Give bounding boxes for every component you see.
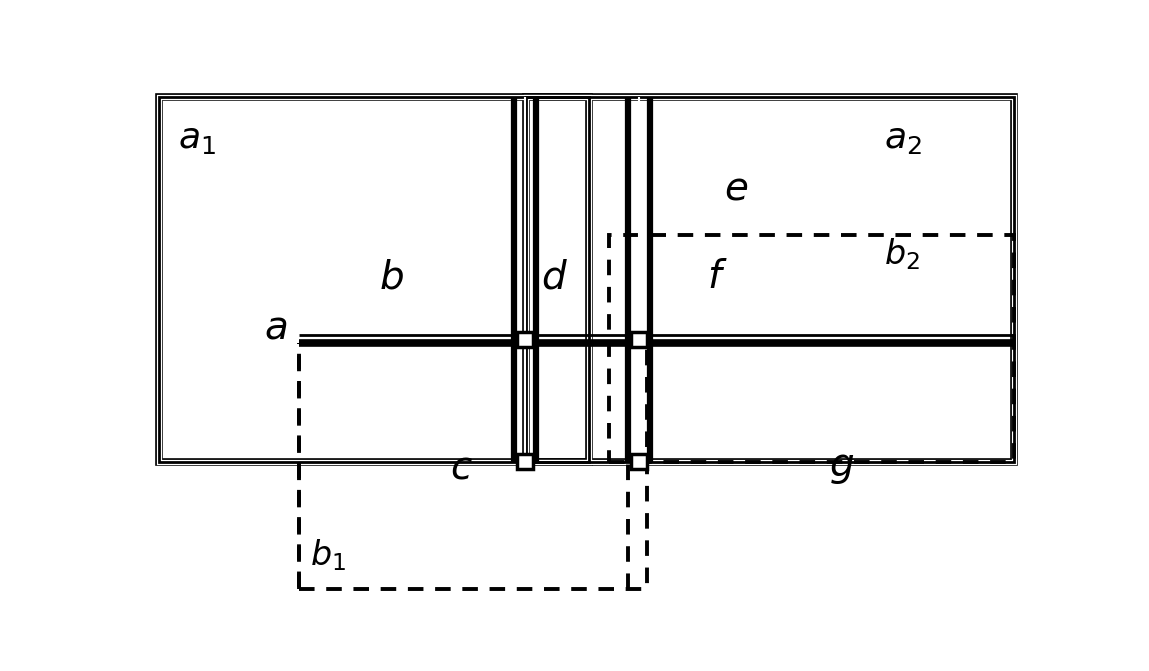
Text: $b$: $b$ [379, 259, 404, 296]
Bar [526, 97, 1013, 462]
Bar [517, 331, 533, 347]
Text: $b_2$: $b_2$ [884, 237, 919, 272]
Bar [159, 97, 589, 462]
Text: $a_2$: $a_2$ [884, 122, 921, 156]
Text: $a$: $a$ [264, 309, 287, 346]
Bar [517, 454, 533, 470]
Text: $c$: $c$ [450, 450, 472, 486]
Text: $e$: $e$ [724, 170, 749, 207]
Bar [631, 454, 647, 470]
Bar [526, 97, 1013, 462]
Bar [631, 331, 647, 347]
Text: $d$: $d$ [541, 259, 568, 296]
Bar [159, 97, 589, 462]
Text: $f$: $f$ [707, 259, 727, 296]
Bar [299, 343, 647, 590]
Bar [526, 97, 1013, 462]
Bar [609, 235, 1013, 462]
Text: $g$: $g$ [828, 450, 854, 486]
Text: $a_1$: $a_1$ [178, 122, 216, 156]
Text: $b_1$: $b_1$ [310, 537, 346, 572]
Bar [159, 97, 589, 462]
